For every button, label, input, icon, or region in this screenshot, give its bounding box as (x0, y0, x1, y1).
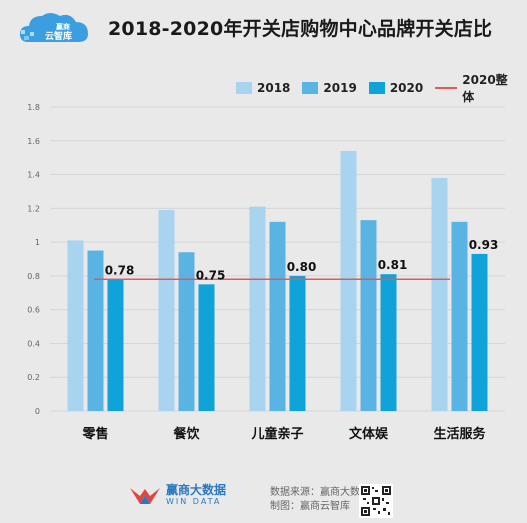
legend-item-2020: 2020 (368, 81, 424, 95)
data-labels: 0.78 0.75 0.80 0.81 0.93 (105, 238, 499, 282)
legend-label-2019: 2019 (323, 81, 357, 95)
legend-line-2020-overall (435, 87, 458, 89)
bar-2020 (107, 279, 124, 411)
bar-2019 (178, 252, 195, 411)
legend-swatch-2019 (302, 82, 319, 94)
legend-label-2020: 2020 (389, 81, 424, 95)
svg-text:赢商: 赢商 (56, 22, 70, 31)
bar-2020 (289, 275, 306, 411)
chart-title: 2018-2020年开关店购物中心品牌开关店比 (108, 18, 493, 40)
bar-2019 (360, 220, 377, 411)
bar-2020 (380, 274, 397, 411)
brand-subname: WIN DATA (166, 497, 222, 506)
x-tick-label: 生活服务 (433, 426, 486, 442)
qr-code-icon (359, 484, 393, 518)
data-label: 0.93 (469, 238, 499, 252)
y-tick-label: 1 (35, 238, 40, 247)
y-tick-label: 1.4 (27, 171, 40, 180)
legend-swatch-2020 (368, 82, 385, 94)
x-tick-label: 餐饮 (172, 426, 200, 442)
source-line-data: 数据来源：赢商大数据 (270, 487, 370, 498)
bar-2018 (158, 210, 175, 411)
y-tick-label: 0 (35, 407, 40, 416)
legend: 2018 2019 2020 2020整体 (236, 73, 527, 104)
y-axis-ticks: 0 0.2 0.4 0.6 0.8 1 1.2 1.4 1.6 1.8 (27, 103, 40, 416)
svg-text:云智库: 云智库 (45, 30, 72, 42)
y-tick-label: 1.6 (27, 137, 40, 146)
legend-item-2018: 2018 (236, 81, 290, 95)
data-label: 0.78 (105, 263, 135, 277)
bar-2018 (249, 206, 266, 411)
data-label: 0.75 (196, 268, 226, 282)
x-tick-label: 儿童亲子 (250, 426, 303, 442)
x-tick-label: 文体娱 (349, 426, 389, 442)
bar-2018 (340, 150, 357, 411)
legend-label-2018: 2018 (257, 81, 291, 95)
data-label: 0.81 (378, 258, 408, 272)
legend-item-2019: 2019 (302, 81, 357, 95)
bar-2020 (198, 284, 215, 411)
brand-name: 赢商大数据 (166, 483, 227, 497)
y-tick-label: 0.8 (27, 272, 40, 281)
y-tick-label: 0.2 (27, 373, 40, 382)
y-tick-label: 0.4 (27, 339, 40, 348)
x-tick-label: 零售 (81, 426, 108, 442)
bar-2020 (471, 253, 488, 411)
footer-brand: 赢商大数据 WIN DATA (128, 484, 226, 507)
win-data-logo-icon (130, 487, 160, 504)
y-tick-label: 0.6 (27, 306, 40, 315)
legend-label-2020-overall: 2020整体 (462, 73, 508, 104)
bar-2019 (269, 221, 286, 411)
legend-swatch-2018 (236, 82, 252, 94)
bar-2018 (67, 240, 84, 411)
legend-item-2020-overall: 2020整体 (435, 71, 515, 105)
y-tick-label: 1.2 (27, 204, 40, 213)
source-note: 数据来源：赢商大数据 制图：赢商云智库 (270, 486, 370, 514)
bar-2019 (87, 250, 104, 411)
bars (67, 150, 488, 411)
x-axis-ticks: 零售 餐饮 儿童亲子 文体娱 生活服务 (81, 426, 486, 442)
y-tick-label: 1.8 (27, 103, 40, 112)
yingshang-cloud-logo: 赢商 云智库 (20, 13, 88, 42)
bar-2018 (431, 177, 448, 411)
bar-2019 (451, 221, 468, 411)
source-line-author: 制图：赢商云智库 (270, 501, 350, 512)
data-label: 0.80 (287, 260, 317, 274)
